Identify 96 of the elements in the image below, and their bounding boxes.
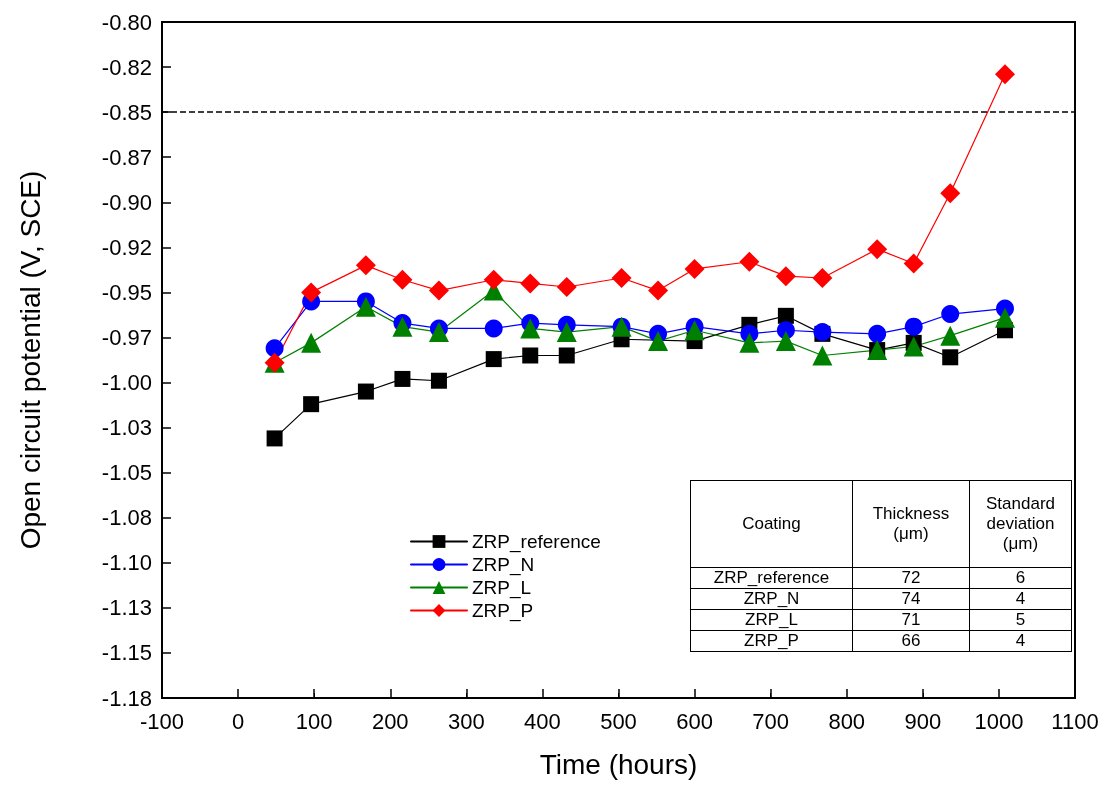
y-tick-label: -0.92: [101, 234, 152, 260]
point: [940, 325, 961, 346]
x-tick-label: 900: [904, 708, 942, 734]
point: [265, 339, 284, 358]
annotation: Standard deviation (μm): [969, 480, 1072, 568]
x-axis-title: Time (hours): [539, 748, 698, 780]
point: [428, 322, 449, 343]
y-tick-label: -0.95: [101, 279, 152, 305]
y-tick-label: -0.80: [101, 9, 152, 35]
x-tick-label: 0: [231, 708, 245, 734]
point: [556, 322, 577, 343]
x-tick-label: 300: [447, 708, 485, 734]
point: [483, 269, 504, 290]
legend-label: ZRP_P: [472, 600, 534, 622]
y-tick-label: -1.10: [101, 550, 152, 576]
point: [556, 276, 577, 297]
point: [812, 345, 833, 366]
x-tick-label: 1000: [974, 708, 1024, 734]
annotation: Thickness (μm): [852, 480, 970, 568]
point: [430, 372, 447, 389]
point: [301, 282, 322, 303]
y-tick-label: -1.13: [101, 595, 152, 621]
point: [775, 266, 796, 287]
x-tick-label: 700: [752, 708, 790, 734]
point: [357, 383, 374, 400]
legend-label: ZRP_reference: [472, 531, 601, 553]
y-tick-label: -1.18: [101, 685, 152, 711]
y-tick-label: -1.08: [101, 505, 152, 531]
point: [520, 318, 541, 339]
annotation: Coating: [690, 480, 853, 568]
point: [739, 251, 760, 272]
point: [777, 307, 794, 324]
annotation: 5: [969, 609, 1072, 631]
annotation: ZRP_P: [690, 630, 853, 652]
annotation: ZRP_L: [690, 609, 853, 631]
point: [684, 258, 705, 279]
annotation: 74: [852, 588, 970, 610]
annotation: 71: [852, 609, 970, 631]
point: [739, 332, 760, 353]
point: [775, 331, 796, 352]
point: [558, 347, 575, 364]
point: [611, 267, 632, 288]
x-tick-label: 800: [828, 708, 866, 734]
point: [867, 239, 888, 260]
point: [904, 317, 923, 336]
annotation: ZRP_reference: [690, 567, 853, 589]
point: [484, 319, 503, 338]
point: [942, 349, 959, 366]
x-tick-label: 400: [524, 708, 561, 734]
annotation: ZRP_N: [690, 588, 853, 610]
annotation: 6: [969, 567, 1072, 589]
point: [648, 331, 669, 352]
point: [355, 255, 376, 276]
legend-label: ZRP_L: [472, 577, 532, 599]
point: [941, 305, 960, 324]
y-tick-label: -0.82: [101, 54, 152, 80]
point: [868, 324, 887, 343]
x-tick-label: 200: [371, 708, 409, 734]
point: [995, 64, 1015, 85]
y-tick-label: -1.03: [101, 415, 152, 441]
x-tick-label: 500: [600, 708, 637, 734]
y-axis-title: Open circuit potential (V, SCE): [14, 170, 46, 550]
point: [812, 267, 833, 288]
point: [903, 253, 924, 274]
point: [522, 347, 539, 364]
point: [394, 370, 411, 387]
point: [392, 316, 413, 337]
x-tick-label: 1100: [1051, 708, 1099, 734]
x-tick-label: 100: [295, 708, 333, 734]
y-tick-label: -0.85: [101, 99, 152, 125]
point: [392, 269, 413, 290]
x-tick-label: 600: [676, 708, 713, 734]
y-tick-label: -0.87: [101, 144, 152, 170]
y-tick-label: -1.00: [101, 370, 152, 396]
point: [428, 280, 449, 301]
point: [485, 351, 502, 368]
y-tick-label: -0.97: [101, 324, 152, 350]
point: [903, 336, 924, 357]
annotation: 66: [852, 630, 970, 652]
point: [648, 280, 669, 301]
point: [301, 332, 322, 353]
annotation: 72: [852, 567, 970, 589]
y-tick-label: -1.05: [101, 460, 152, 486]
annotation: 4: [969, 588, 1072, 610]
point: [266, 430, 283, 447]
point: [520, 273, 541, 294]
point: [940, 183, 961, 204]
x-tick-label: -100: [139, 708, 185, 734]
point: [684, 320, 705, 341]
annotation: 4: [969, 630, 1072, 652]
y-tick-label: -1.15: [101, 640, 152, 666]
point: [303, 396, 320, 413]
y-tick-label: -0.90: [101, 189, 152, 215]
point: [995, 307, 1015, 328]
legend-label: ZRP_N: [472, 554, 535, 576]
point: [355, 296, 376, 317]
